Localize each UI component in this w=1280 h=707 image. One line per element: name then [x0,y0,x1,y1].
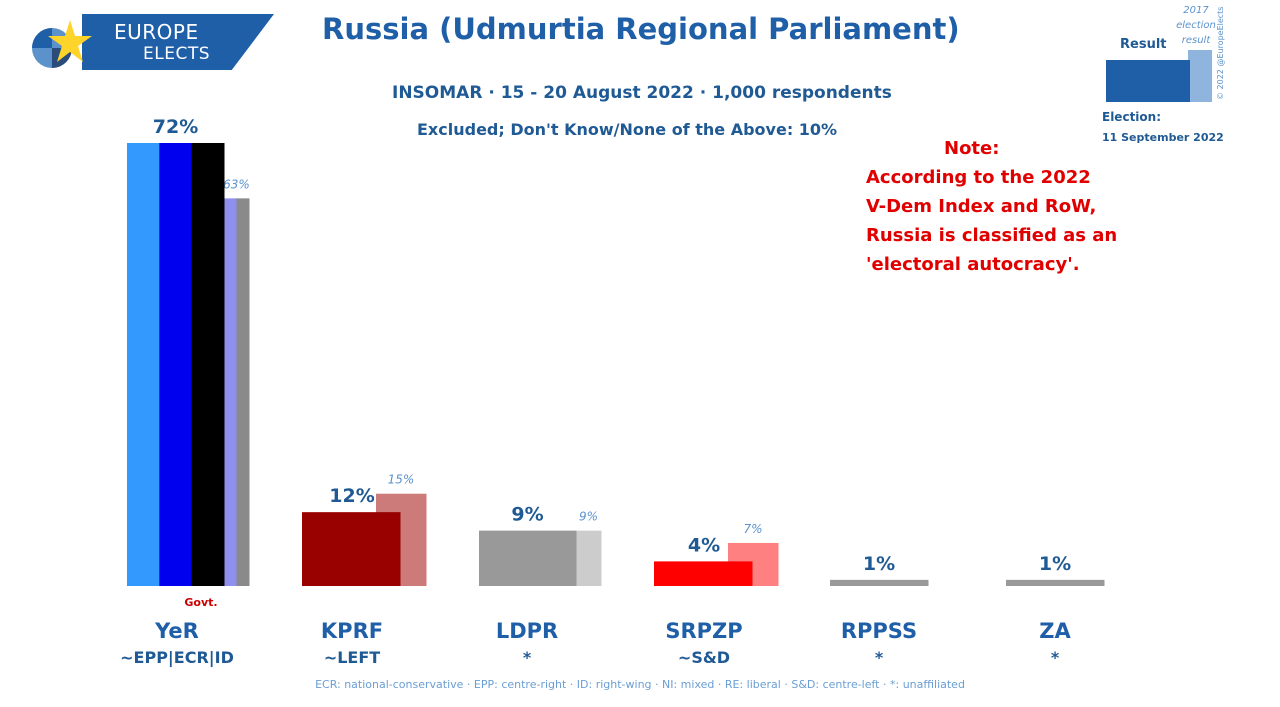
footer-legend: ECR: national-conservative · EPP: centre… [315,678,965,691]
value-label: 72% [153,116,198,138]
legend-previous-label: 2017 election result [1176,5,1216,46]
previous-value-label: 15% [388,473,415,487]
affiliation-label: ~S&D [678,648,730,667]
govt-annotation: Govt. [184,596,217,609]
affiliation-label: * [875,648,884,667]
current-bar-yer [127,143,160,586]
party-label-yer: YeR [154,619,199,643]
affiliation-label: * [1051,648,1060,667]
legend-swatch [1106,50,1212,102]
logo-emblem-icon [32,20,92,68]
current-bar-yer [159,143,193,586]
current-bar-rppss [830,579,929,586]
affiliation-label: * [523,648,532,667]
previous-value-label: 9% [579,510,598,524]
logo-text-elects: ELECTS [143,44,210,64]
legend-result-label: Result [1120,37,1167,52]
party-label-rppss: RPPSS [841,619,917,643]
current-bar-srpzp [654,561,753,586]
current-bar-yer [191,143,225,586]
party-label-za: ZA [1039,619,1071,643]
note-line: Russia is classified as an [866,225,1118,246]
excluded-note: Excluded; Don't Know/None of the Above: … [417,120,838,139]
value-label: 1% [863,553,895,575]
legend-result-swatch [1106,60,1190,102]
current-bar-za [1006,579,1105,586]
party-label-srpzp: SRPZP [665,619,742,643]
affiliation-label: ~EPP|ECR|ID [120,648,234,668]
note-line: According to the 2022 [866,167,1091,188]
autocracy-note: Note: According to the 2022 V-Dem Index … [866,134,1166,279]
chart-title: Russia (Udmurtia Regional Parliament) [322,12,960,46]
logo-text-europe: EUROPE [114,20,199,44]
note-heading: Note: [944,138,1000,159]
note-line: 'electoral autocracy'. [866,254,1080,275]
value-label: 1% [1039,553,1071,575]
affiliation-label: ~LEFT [324,648,380,667]
value-label: 12% [329,485,374,507]
previous-value-label: 7% [743,522,762,536]
value-label: 4% [688,534,720,556]
previous-bar-ldpr [576,530,602,586]
note-line: V-Dem Index and RoW, [866,196,1097,217]
previous-bar-yer [236,198,250,586]
party-label-kprf: KPRF [321,619,383,643]
legend-previous-swatch [1188,50,1212,102]
previous-value-label: 63% [223,177,250,191]
value-label: 9% [511,504,543,526]
current-bar-ldpr [479,530,577,586]
poll-subtitle: INSOMAR · 15 - 20 August 2022 · 1,000 re… [392,83,892,103]
previous-bar-yer [224,198,237,586]
current-bar-kprf [302,512,401,586]
legend-election-label: Election: [1102,110,1161,124]
party-label-ldpr: LDPR [496,619,558,643]
legend-election-date: 11 September 2022 [1102,131,1224,144]
europe-elects-logo: EUROPE ELECTS [22,14,274,70]
